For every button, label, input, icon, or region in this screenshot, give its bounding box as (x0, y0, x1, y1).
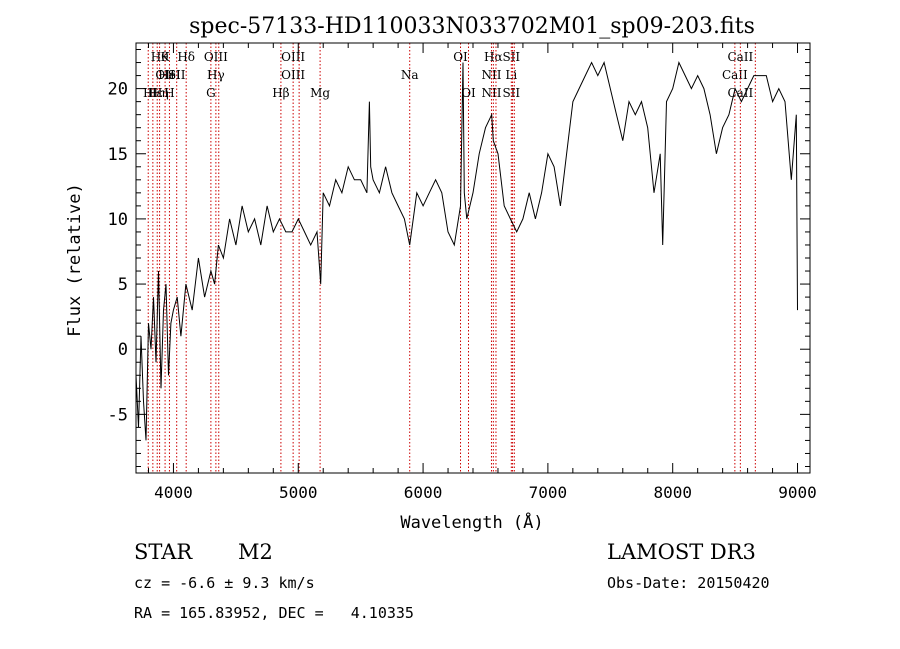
flux-series (135, 61, 798, 441)
survey-name: LAMOST DR3 (607, 540, 756, 564)
object-subclass: M2 (238, 540, 273, 564)
line-label: η (161, 86, 168, 100)
y-axis: -5 0 5 10 15 20 (108, 49, 810, 467)
y-tick-label: 5 (118, 275, 128, 295)
line-label: ε (156, 86, 162, 100)
line-label: Li (505, 68, 517, 82)
line-label: OII (155, 68, 175, 82)
line-label: Hα (484, 50, 503, 64)
line-label: Hδ (177, 50, 195, 64)
x-tick-label: 6000 (404, 483, 443, 502)
line-label: SII (502, 50, 520, 64)
coords-text: RA = 165.83952, DEC = 4.10335 (134, 604, 414, 622)
flux-line (135, 61, 798, 441)
line-label: HeI (158, 68, 181, 82)
line-label: Hγ (207, 68, 225, 82)
line-label: SII (168, 68, 186, 82)
line-label: SII (502, 86, 520, 100)
line-label: H (152, 86, 162, 100)
line-markers: HHHHθεKOIIηHeIHSIIHδGOIIIHγHβOIIIOIIIMgN… (143, 43, 756, 473)
line-label: NII (481, 86, 501, 100)
x-axis-label: Wavelength (Å) (400, 511, 543, 533)
line-label: Mg (310, 86, 330, 100)
redshift-text: cz = -6.6 ± 9.3 km/s (134, 574, 315, 592)
line-label: H (143, 86, 153, 100)
line-label: Hβ (272, 86, 289, 100)
y-tick-label: -5 (108, 405, 128, 425)
object-class: STAR (134, 540, 193, 564)
y-tick-label: 15 (108, 145, 128, 165)
line-label: G (206, 86, 216, 100)
line-label: K (161, 50, 171, 64)
y-tick-label: 20 (108, 80, 128, 100)
line-label: H (164, 86, 174, 100)
y-tick-label: 10 (108, 210, 128, 230)
line-label: OIII (281, 68, 305, 82)
x-tick-label: 5000 (279, 483, 318, 502)
line-label: Hθ (151, 50, 169, 64)
line-label: CaII (727, 50, 753, 64)
chart-title: spec-57133-HD110033N033702M01_sp09-203.f… (189, 14, 755, 39)
y-axis-label: Flux (relative) (65, 183, 85, 337)
line-label: NII (481, 68, 501, 82)
line-label: Na (401, 68, 419, 82)
line-label: OIII (204, 50, 228, 64)
line-label: CaII (722, 68, 748, 82)
x-tick-label: 9000 (778, 483, 817, 502)
line-label: OIII (281, 50, 305, 64)
obs-date-text: Obs-Date: 20150420 (607, 574, 770, 592)
y-tick-label: 0 (118, 340, 128, 360)
line-label: CaII (727, 86, 753, 100)
x-tick-label: 4000 (154, 483, 193, 502)
line-label: OI (453, 50, 468, 64)
x-tick-label: 7000 (529, 483, 568, 502)
line-label: H (148, 86, 158, 100)
x-tick-label: 8000 (653, 483, 692, 502)
x-axis: 4000 5000 6000 7000 8000 9000 (147, 43, 817, 502)
line-label: OI (461, 86, 476, 100)
